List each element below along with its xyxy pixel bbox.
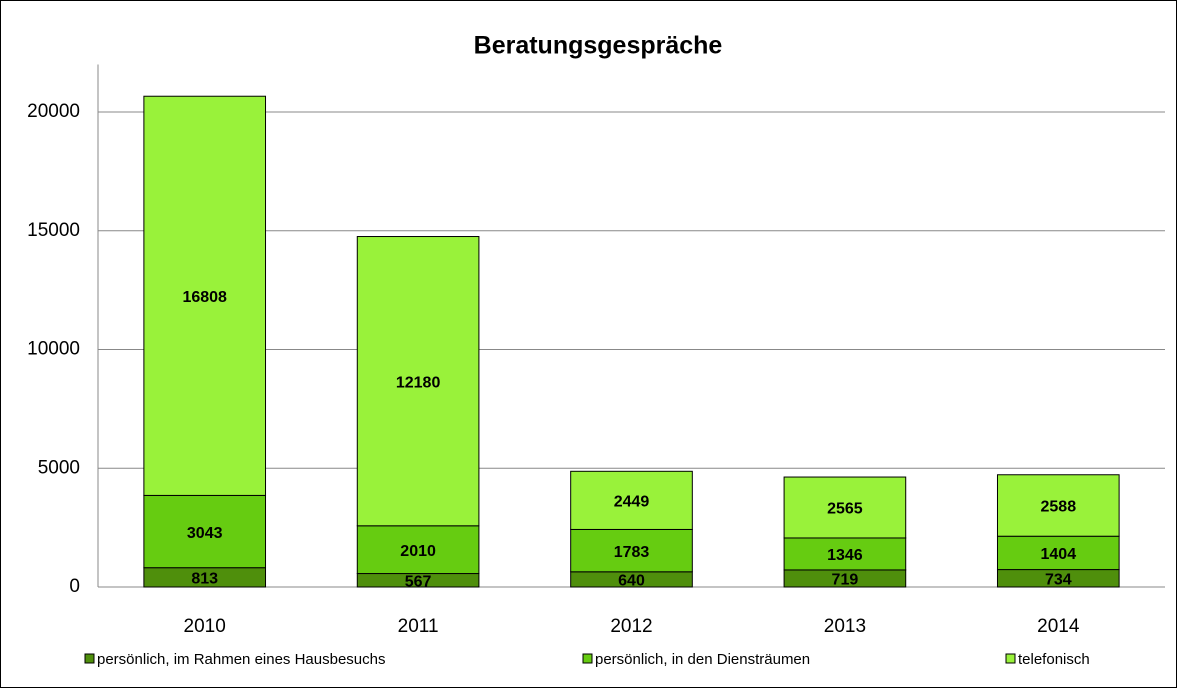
- bar-segment: [356, 525, 480, 575]
- x-tick-label: 2013: [824, 616, 866, 637]
- value-label: 1346: [827, 547, 863, 564]
- bar-segment: [570, 470, 693, 530]
- x-tick-label: 2012: [610, 616, 652, 637]
- y-tick-label: 15000: [27, 220, 80, 241]
- x-tick-label: 2011: [398, 616, 439, 637]
- value-label: 16808: [182, 289, 227, 306]
- bar-segment: [783, 537, 907, 571]
- legend-swatch: [84, 653, 95, 664]
- value-label: 567: [405, 573, 432, 590]
- chart-title: Beratungsgespräche: [474, 32, 723, 60]
- bar-segment: [996, 474, 1120, 537]
- legend-label: persönlich, im Rahmen eines Hausbesuchs: [97, 651, 385, 668]
- value-label: 640: [618, 573, 645, 590]
- value-label: 734: [1045, 572, 1072, 589]
- value-label: 1404: [1041, 546, 1077, 563]
- value-label: 2565: [827, 501, 863, 518]
- bar-segment: [143, 95, 267, 496]
- value-label: 719: [832, 572, 859, 589]
- value-label: 813: [191, 571, 218, 588]
- value-label: 3043: [187, 525, 223, 542]
- x-tick-label: 2010: [184, 616, 226, 637]
- value-label: 2449: [614, 494, 650, 511]
- value-label: 2010: [400, 543, 436, 560]
- y-tick-label: 5000: [38, 457, 80, 478]
- legend-label: telefonisch: [1018, 651, 1090, 668]
- bar-segment: [570, 528, 693, 573]
- y-tick-label: 20000: [27, 101, 80, 122]
- value-label: 12180: [396, 374, 441, 391]
- y-tick-label: 0: [69, 576, 80, 597]
- value-label: 2588: [1041, 499, 1077, 516]
- legend-swatch: [582, 653, 593, 664]
- bar-segment: [783, 476, 907, 539]
- bar-segment: [356, 236, 480, 527]
- bar-segment: [143, 494, 267, 569]
- value-label: 1783: [614, 544, 650, 561]
- legend-label: persönlich, in den Diensträumen: [595, 651, 810, 668]
- legend-swatch: [1005, 653, 1016, 664]
- x-tick-label: 2014: [1037, 616, 1080, 637]
- y-tick-label: 10000: [27, 339, 80, 360]
